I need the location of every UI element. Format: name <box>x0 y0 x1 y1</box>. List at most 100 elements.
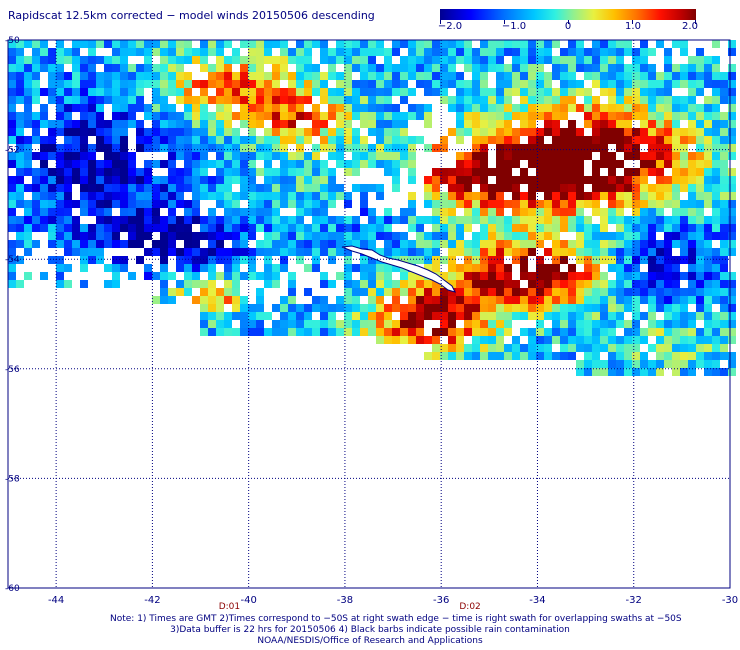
data-cell <box>344 280 352 288</box>
data-cell <box>720 200 728 208</box>
data-cell <box>40 176 48 184</box>
data-cell <box>168 224 176 232</box>
data-cell <box>520 232 528 240</box>
data-cell <box>728 296 736 304</box>
data-cell <box>256 120 264 128</box>
data-cell <box>128 208 136 216</box>
data-cell <box>216 144 224 152</box>
data-cell <box>496 256 504 264</box>
data-cell <box>672 64 680 72</box>
data-cell <box>96 72 104 80</box>
data-cell <box>584 328 592 336</box>
data-cell <box>440 312 448 320</box>
data-cell <box>576 328 584 336</box>
data-cell <box>72 240 80 248</box>
data-cell <box>600 208 608 216</box>
data-cell <box>624 96 632 104</box>
data-cell <box>440 200 448 208</box>
data-cell <box>120 48 128 56</box>
data-cell <box>344 128 352 136</box>
data-cell <box>376 40 384 48</box>
data-cell <box>280 48 288 56</box>
data-cell <box>672 328 680 336</box>
data-cell <box>584 272 592 280</box>
data-cell <box>648 328 656 336</box>
data-cell <box>480 344 488 352</box>
data-cell <box>504 168 512 176</box>
data-cell <box>96 80 104 88</box>
data-cell <box>184 144 192 152</box>
data-cell <box>592 56 600 64</box>
data-cell <box>312 80 320 88</box>
data-cell <box>672 200 680 208</box>
data-cell <box>448 208 456 216</box>
data-cell <box>192 296 200 304</box>
data-cell <box>72 248 80 256</box>
data-cell <box>64 72 72 80</box>
data-cell <box>528 72 536 80</box>
data-cell <box>304 168 312 176</box>
data-cell <box>640 88 648 96</box>
data-cell <box>624 136 632 144</box>
data-cell <box>40 120 48 128</box>
data-cell <box>536 328 544 336</box>
data-cell <box>440 192 448 200</box>
data-cell <box>400 248 408 256</box>
data-cell <box>176 144 184 152</box>
data-cell <box>56 80 64 88</box>
data-cell <box>728 112 736 120</box>
data-cell <box>640 200 648 208</box>
data-cell <box>360 120 368 128</box>
data-cell <box>144 232 152 240</box>
data-cell <box>32 112 40 120</box>
data-cell <box>256 216 264 224</box>
data-cell <box>304 232 312 240</box>
data-cell <box>688 192 696 200</box>
data-cell <box>384 264 392 272</box>
data-cell <box>304 40 312 48</box>
data-cell <box>480 128 488 136</box>
data-cell <box>672 264 680 272</box>
data-cell <box>344 320 352 328</box>
data-cell <box>432 280 440 288</box>
data-cell <box>640 248 648 256</box>
data-cell <box>568 240 576 248</box>
data-cell <box>448 80 456 88</box>
data-cell <box>200 128 208 136</box>
data-cell <box>472 144 480 152</box>
data-cell <box>544 200 552 208</box>
data-cell <box>568 216 576 224</box>
data-cell <box>280 232 288 240</box>
data-cell <box>280 264 288 272</box>
data-cell <box>224 104 232 112</box>
data-cell <box>696 312 704 320</box>
data-cell <box>56 88 64 96</box>
data-cell <box>32 152 40 160</box>
data-cell <box>400 128 408 136</box>
data-cell <box>544 144 552 152</box>
data-cell <box>648 200 656 208</box>
data-cell <box>528 248 536 256</box>
data-cell <box>272 200 280 208</box>
data-cell <box>536 128 544 136</box>
data-cell <box>304 56 312 64</box>
data-cell <box>416 272 424 280</box>
data-cell <box>704 160 712 168</box>
data-cell <box>376 144 384 152</box>
data-cell <box>720 256 728 264</box>
data-cell <box>104 56 112 64</box>
data-cell <box>40 184 48 192</box>
data-cell <box>304 320 312 328</box>
data-cell <box>24 120 32 128</box>
data-cell <box>656 344 664 352</box>
data-cell <box>624 64 632 72</box>
data-cell <box>208 176 216 184</box>
data-cell <box>664 296 672 304</box>
data-cell <box>128 64 136 72</box>
data-cell <box>40 272 48 280</box>
data-cell <box>72 64 80 72</box>
data-cell <box>152 272 160 280</box>
data-cell <box>248 328 256 336</box>
data-cell <box>200 144 208 152</box>
data-cell <box>272 328 280 336</box>
